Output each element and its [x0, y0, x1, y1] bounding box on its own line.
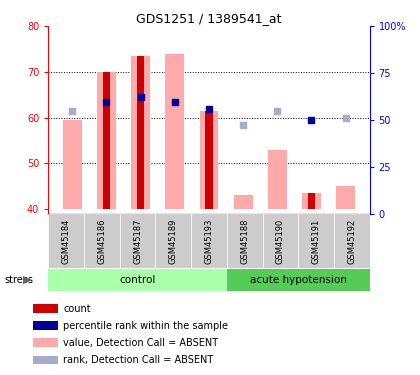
- Bar: [262, 214, 298, 268]
- Bar: [298, 214, 334, 268]
- Text: count: count: [63, 303, 91, 313]
- Bar: [200, 111, 218, 209]
- Bar: [33, 304, 58, 313]
- Bar: [33, 356, 58, 364]
- Bar: [205, 111, 213, 209]
- Text: acute hypotension: acute hypotension: [250, 275, 346, 285]
- Bar: [137, 56, 144, 209]
- Bar: [97, 72, 116, 209]
- Text: GSM45192: GSM45192: [347, 218, 356, 264]
- Bar: [227, 269, 370, 291]
- Bar: [33, 339, 58, 347]
- Bar: [165, 54, 184, 209]
- Bar: [48, 269, 227, 291]
- Text: GSM45184: GSM45184: [62, 218, 71, 264]
- Bar: [191, 214, 227, 268]
- Bar: [103, 72, 110, 209]
- Bar: [234, 195, 252, 209]
- Text: GSM45193: GSM45193: [205, 218, 213, 264]
- Text: rank, Detection Call = ABSENT: rank, Detection Call = ABSENT: [63, 355, 213, 365]
- Bar: [120, 214, 155, 268]
- Bar: [302, 193, 321, 209]
- Text: GSM45188: GSM45188: [240, 218, 249, 264]
- Text: control: control: [119, 275, 156, 285]
- Bar: [227, 214, 262, 268]
- Text: GSM45191: GSM45191: [312, 218, 320, 264]
- Bar: [33, 321, 58, 330]
- Bar: [308, 193, 315, 209]
- Text: percentile rank within the sample: percentile rank within the sample: [63, 321, 228, 331]
- Text: stress: stress: [4, 275, 33, 285]
- Bar: [336, 186, 355, 209]
- Bar: [84, 214, 120, 268]
- Bar: [155, 214, 191, 268]
- Text: ▶: ▶: [23, 275, 32, 285]
- Title: GDS1251 / 1389541_at: GDS1251 / 1389541_at: [136, 12, 282, 25]
- Text: value, Detection Call = ABSENT: value, Detection Call = ABSENT: [63, 338, 218, 348]
- Bar: [63, 120, 82, 209]
- Text: GSM45186: GSM45186: [97, 218, 106, 264]
- Text: GSM45189: GSM45189: [169, 218, 178, 264]
- Bar: [334, 214, 370, 268]
- Text: GSM45190: GSM45190: [276, 218, 285, 264]
- Bar: [48, 214, 84, 268]
- Bar: [131, 56, 150, 209]
- Text: GSM45187: GSM45187: [133, 218, 142, 264]
- Bar: [268, 150, 287, 209]
